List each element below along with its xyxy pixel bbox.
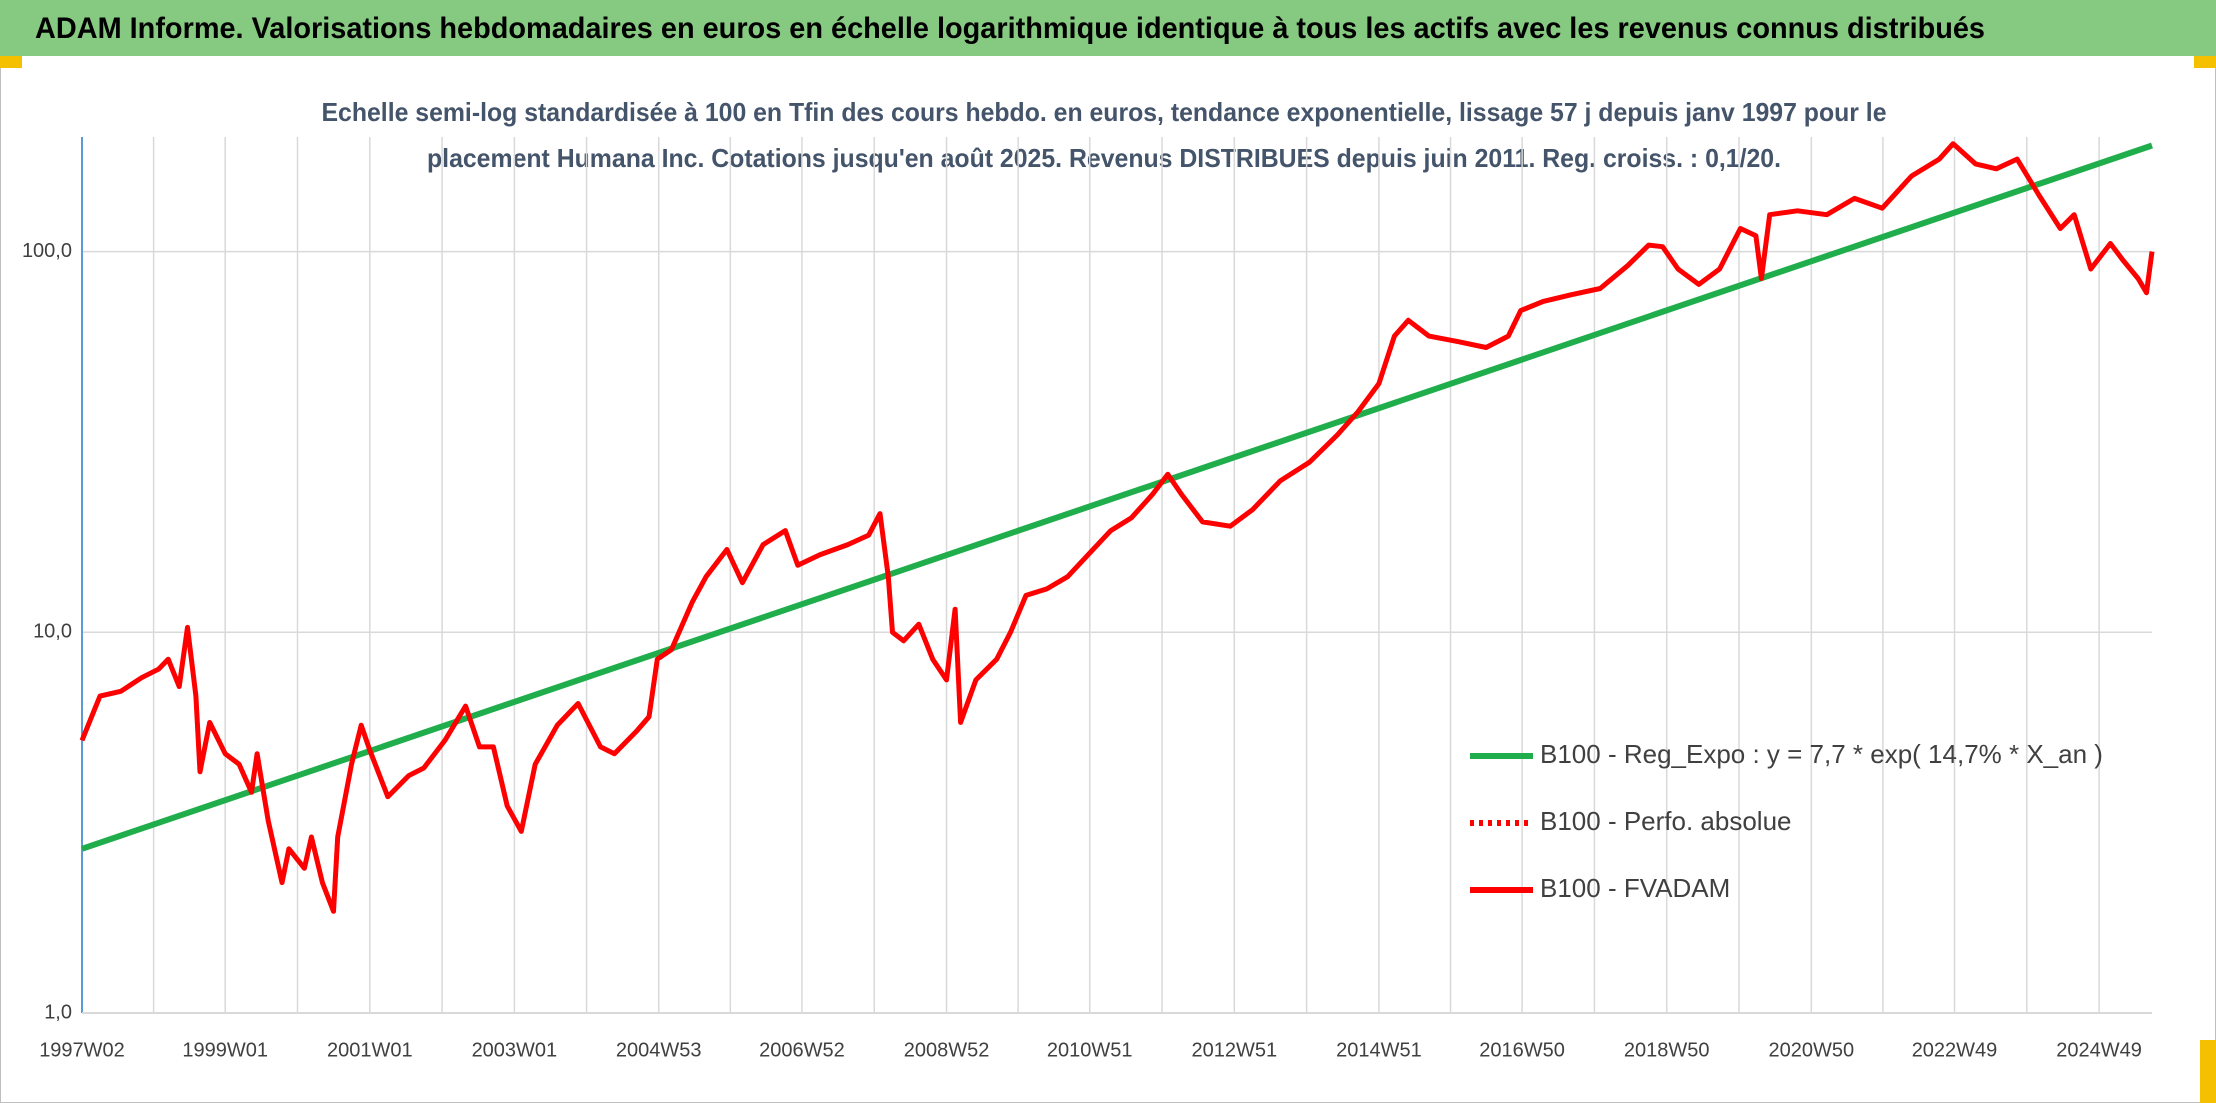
x-tick-label: 1999W01 bbox=[182, 1039, 268, 1061]
x-tick-label: 2022W49 bbox=[1912, 1039, 1998, 1061]
legend-label: B100 - Reg_Expo : y = 7,7 * exp( 14,7% *… bbox=[1540, 739, 2103, 769]
x-tick-label: 2020W50 bbox=[1768, 1039, 1854, 1061]
x-tick-label: 2018W50 bbox=[1624, 1039, 1710, 1061]
corner-mark bbox=[2200, 1040, 2216, 1103]
corner-mark bbox=[0, 56, 22, 68]
chart-subtitle: placement Humana Inc. Cotations jusqu'en… bbox=[427, 143, 1781, 173]
data-line bbox=[79, 141, 2155, 914]
x-tick-label: 2016W50 bbox=[1479, 1039, 1565, 1061]
x-tick-label: 2008W52 bbox=[904, 1039, 990, 1061]
y-tick-label: 10,0 bbox=[33, 621, 72, 643]
x-tick-label: 2024W49 bbox=[2056, 1039, 2142, 1061]
data-line bbox=[81, 142, 2153, 852]
x-tick-label: 1997W02 bbox=[39, 1039, 125, 1061]
x-tick-label: 2004W53 bbox=[616, 1039, 702, 1061]
chart-subtitle: Echelle semi-log standardisée à 100 en T… bbox=[322, 97, 1887, 127]
x-tick-label: 2001W01 bbox=[327, 1039, 413, 1061]
y-tick-label: 1,0 bbox=[44, 1001, 72, 1023]
legend-label: B100 - FVADAM bbox=[1540, 873, 1730, 903]
y-tick-label: 100,0 bbox=[22, 240, 72, 262]
x-tick-label: 2003W01 bbox=[472, 1039, 558, 1061]
x-tick-label: 2010W51 bbox=[1047, 1039, 1133, 1061]
x-tick-label: 2006W52 bbox=[759, 1039, 845, 1061]
legend-label: B100 - Perfo. absolue bbox=[1540, 806, 1792, 836]
title-bar bbox=[0, 0, 2216, 56]
chart-title: ADAM Informe. Valorisations hebdomadaire… bbox=[35, 12, 1985, 45]
x-tick-label: 2012W51 bbox=[1192, 1039, 1278, 1061]
x-tick-label: 2014W51 bbox=[1336, 1039, 1422, 1061]
corner-mark bbox=[2194, 56, 2216, 68]
